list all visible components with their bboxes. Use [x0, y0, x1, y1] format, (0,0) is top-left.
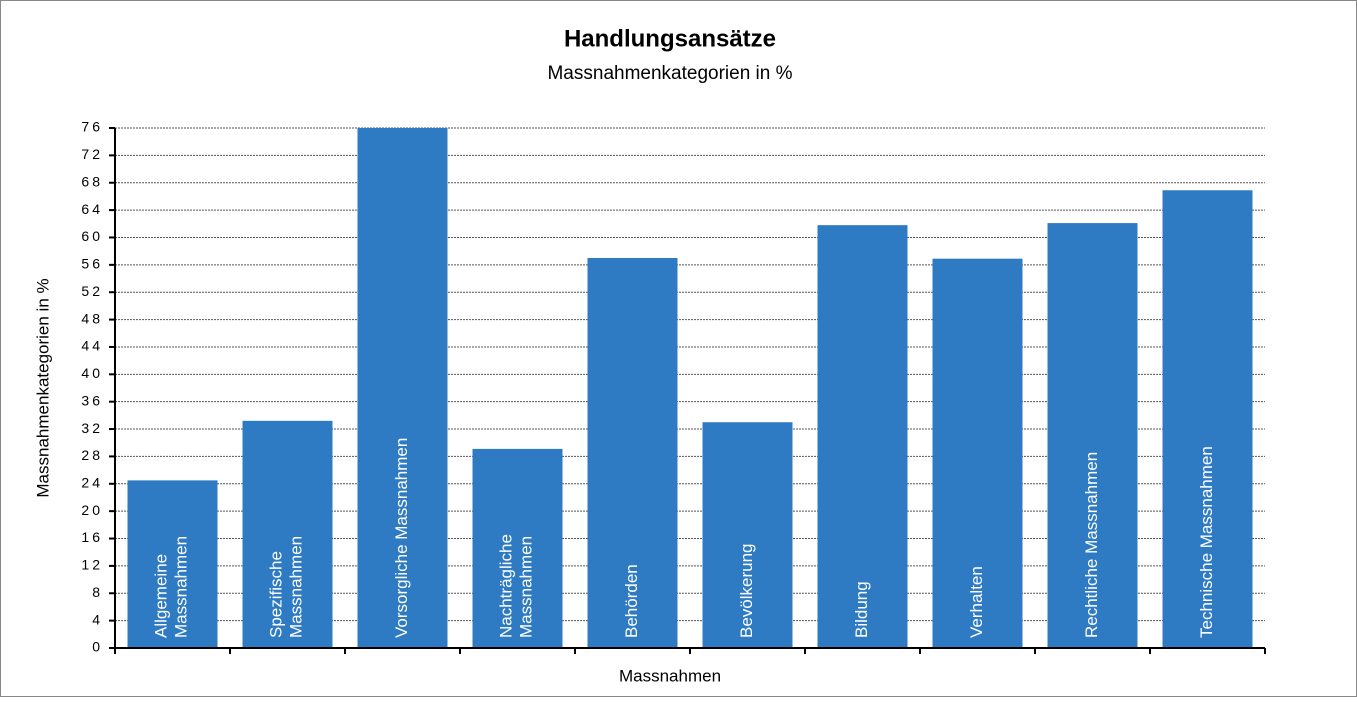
y-tick-label: 28	[81, 447, 103, 463]
bar	[1162, 190, 1253, 648]
y-tick-label: 68	[81, 173, 103, 189]
y-tick-label: 32	[81, 420, 103, 436]
y-tick-label: 76	[81, 119, 103, 135]
y-tick-label: 48	[81, 310, 103, 326]
category-label: Vorsorgliche Massnahmen	[392, 438, 411, 638]
chart-title: Handlungsansätze	[564, 25, 776, 52]
y-tick-label: 36	[81, 392, 103, 408]
y-tick-label: 16	[81, 529, 103, 545]
bar	[242, 420, 333, 648]
y-tick-label: 8	[92, 584, 103, 600]
category-label: AllgemeineMassnahmen	[152, 536, 191, 638]
bar	[817, 225, 908, 648]
y-tick-label: 24	[81, 474, 103, 490]
category-label: Rechtliche Massnahmen	[1082, 452, 1101, 638]
bar	[472, 448, 563, 648]
category-label: NachträglicheMassnahmen	[497, 534, 536, 638]
y-tick-label: 44	[81, 338, 103, 354]
y-tick-label: 40	[81, 365, 103, 381]
bar	[1047, 223, 1138, 648]
y-tick-label: 64	[81, 201, 103, 217]
x-axis-label: Massnahmen	[619, 666, 721, 685]
y-tick-label: 0	[92, 639, 103, 655]
bar	[357, 128, 448, 648]
y-tick-label: 72	[81, 146, 103, 162]
y-tick-label: 12	[81, 557, 103, 573]
y-tick-label: 20	[81, 502, 103, 518]
category-label: Bevölkerung	[737, 543, 756, 638]
y-axis-label: Massnahmenkategorien in %	[33, 278, 52, 497]
bar	[702, 422, 793, 648]
category-label: Verhalten	[967, 566, 986, 638]
bar	[932, 258, 1023, 648]
y-tick-label: 52	[81, 283, 103, 299]
category-label: Technische Massnahmen	[1197, 446, 1216, 638]
bar	[127, 480, 218, 648]
y-tick-label: 60	[81, 228, 103, 244]
chart-subtitle: Massnahmenkategorien in %	[547, 63, 792, 84]
y-tick-label: 56	[81, 256, 103, 272]
category-label: SpezifischeMassnahmen	[267, 536, 306, 638]
category-label: Bildung	[852, 581, 871, 638]
category-label: Behörden	[622, 564, 641, 638]
bar	[587, 258, 678, 648]
y-tick-label: 4	[92, 611, 103, 627]
